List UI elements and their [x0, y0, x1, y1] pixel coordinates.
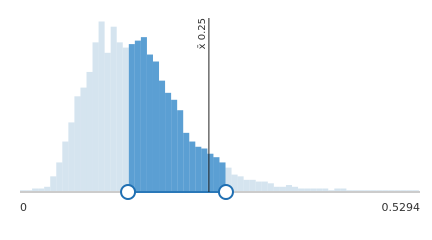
histogram-bar: [140, 37, 147, 192]
histogram-bar: [273, 186, 280, 192]
histogram-bar: [62, 141, 69, 192]
x-tick-label: 0: [20, 201, 27, 214]
histogram-bar: [334, 188, 341, 192]
x-tick-label: 0.5294: [382, 201, 421, 214]
histogram-bar: [38, 188, 45, 192]
histogram-bar: [195, 146, 202, 192]
histogram-bar: [32, 188, 39, 192]
histogram-bar: [134, 40, 141, 193]
histogram-bar: [322, 188, 329, 192]
histogram-bar: [316, 188, 323, 192]
histogram-bar: [92, 42, 99, 192]
histogram-bar: [304, 188, 311, 192]
histogram-bar: [44, 186, 51, 192]
histogram-bar: [255, 181, 262, 192]
histogram-bar: [56, 162, 63, 192]
histogram-bar: [116, 42, 123, 192]
histogram-bar: [243, 179, 250, 192]
histogram-bar: [74, 96, 81, 192]
histogram-bar: [219, 162, 226, 192]
range-slider-histogram: x̄ 0.25 0 0.5294: [20, 18, 421, 214]
histogram-bar: [310, 188, 317, 192]
range-handle[interactable]: [217, 184, 234, 200]
histogram-bar: [231, 174, 238, 192]
histogram-bar: [171, 99, 178, 192]
histogram-bar: [267, 183, 274, 192]
histogram-bar: [110, 26, 117, 193]
histogram-bar: [68, 122, 75, 192]
histogram-bar: [122, 47, 129, 192]
histogram-bar: [340, 188, 347, 192]
histogram-bar: [50, 176, 57, 192]
histogram-bar: [165, 92, 172, 192]
histogram-bar: [279, 186, 286, 192]
histogram-bar: [201, 148, 208, 192]
histogram-bar: [213, 157, 220, 192]
histogram-bar: [177, 110, 184, 192]
histogram-bar: [207, 153, 214, 192]
mean-label: x̄ 0.25: [197, 18, 208, 49]
histogram-bar: [237, 176, 244, 192]
histogram-bar: [152, 61, 160, 192]
range-handle[interactable]: [120, 184, 137, 200]
histogram-bar: [225, 167, 232, 192]
histogram-bar: [261, 181, 268, 192]
histogram-bar: [285, 185, 293, 192]
histogram-bar: [183, 132, 190, 192]
histogram-bar: [292, 186, 299, 192]
histogram-bar: [80, 87, 87, 192]
histogram-bar: [159, 80, 166, 192]
histogram-bar: [104, 52, 111, 192]
histogram-bar: [86, 71, 93, 192]
histogram-bar: [128, 44, 135, 192]
histogram-bar: [146, 54, 153, 192]
histogram-bar: [298, 188, 305, 192]
histogram-bar: [98, 21, 105, 193]
histogram-bar: [189, 141, 196, 192]
histogram-bar: [249, 179, 256, 192]
